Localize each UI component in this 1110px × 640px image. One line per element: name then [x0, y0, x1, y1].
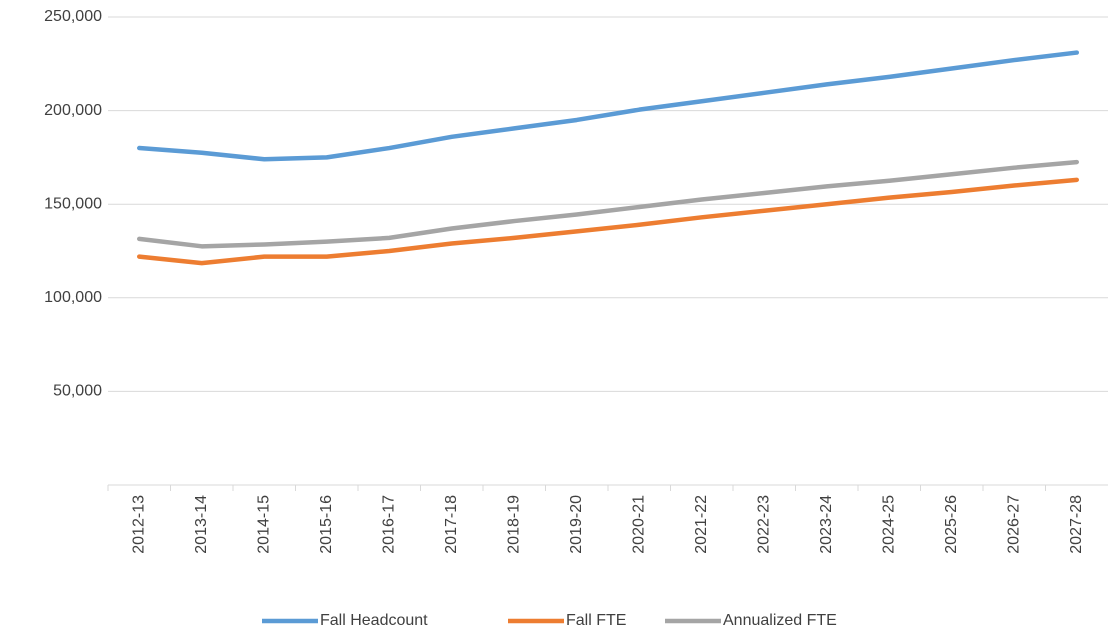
x-tick-label: 2020-21 [630, 495, 647, 554]
y-tick-label: 250,000 [44, 8, 102, 25]
y-tick-label: 50,000 [53, 383, 102, 400]
y-tick-label: 200,000 [44, 102, 102, 119]
x-tick-label: 2022-23 [755, 495, 772, 554]
series-line [137, 177, 1079, 266]
x-tick-label: 2012-13 [130, 495, 147, 554]
x-tick-label: 2027-28 [1068, 495, 1085, 554]
series-line [137, 50, 1079, 162]
x-tick-label: 2015-16 [318, 495, 335, 554]
x-tick-label: 2019-20 [568, 495, 585, 554]
legend-label: Fall FTE [566, 612, 626, 629]
series-line [137, 159, 1079, 249]
y-tick-label: 150,000 [44, 195, 102, 212]
x-tick-label: 2024-25 [880, 495, 897, 554]
x-tick-label: 2025-26 [943, 495, 960, 554]
legend-label: Annualized FTE [723, 612, 837, 629]
x-tick-label: 2014-15 [255, 495, 272, 554]
y-tick-label: 100,000 [44, 289, 102, 306]
x-tick-label: 2023-24 [818, 495, 835, 554]
x-tick-label: 2017-18 [443, 495, 460, 554]
x-tick-label: 2018-19 [505, 495, 522, 554]
x-tick-label: 2016-17 [380, 495, 397, 554]
x-tick-label: 2013-14 [193, 495, 210, 554]
legend-label: Fall Headcount [320, 612, 428, 629]
x-tick-label: 2021-22 [693, 495, 710, 554]
x-tick-label: 2026-27 [1005, 495, 1022, 554]
